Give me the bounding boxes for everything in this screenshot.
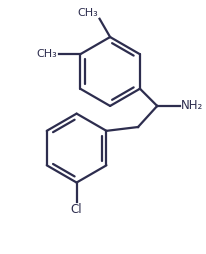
Text: CH₃: CH₃ (78, 8, 99, 18)
Text: Cl: Cl (71, 203, 82, 216)
Text: NH₂: NH₂ (181, 100, 203, 113)
Text: CH₃: CH₃ (36, 49, 57, 59)
